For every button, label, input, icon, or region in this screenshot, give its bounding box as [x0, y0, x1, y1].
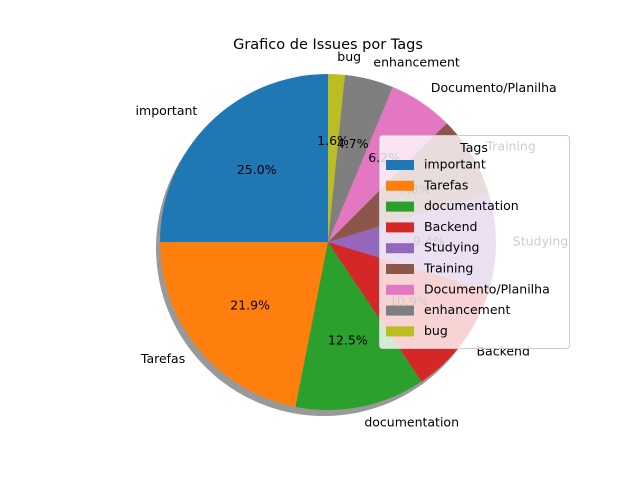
legend-label-bug: bug: [424, 323, 448, 338]
slice-percent-bug: 1.6%: [317, 133, 349, 148]
legend-label-backend: Backend: [424, 219, 477, 234]
slice-documentation: [295, 242, 422, 410]
legend-swatch-important: [386, 160, 414, 170]
slice-percent-tarefas: 21.9%: [230, 298, 270, 313]
legend-swatch-tarefas: [386, 180, 414, 191]
slice-percent-important: 25.0%: [237, 162, 277, 177]
slice-percent-documentation: 12.5%: [328, 332, 368, 347]
legend-swatch-studying: [386, 243, 414, 254]
slice-tarefas: [160, 242, 328, 407]
slice-label-important: important: [136, 103, 198, 118]
legend-label-training: Training: [423, 261, 473, 276]
legend-label-important: important: [424, 157, 486, 172]
legend-label-studying: Studying: [424, 240, 479, 255]
legend-frame: [379, 135, 570, 349]
legend-swatch-enhancement: [386, 305, 414, 316]
legend-items: important Tarefas documentation Backend Stud…: [386, 157, 550, 338]
legend-swatch-backend: [386, 222, 414, 233]
legend-label-enhancement: enhancement: [424, 302, 510, 317]
slice-label-documento-planilha: Documento/Planilha: [431, 80, 557, 95]
legend-swatch-documentation: [386, 201, 414, 212]
slice-label-tarefas: Tarefas: [140, 351, 185, 366]
legend-swatch-bug: [386, 326, 414, 337]
slice-important: [160, 74, 328, 242]
legend-label-tarefas: Tarefas: [423, 177, 468, 192]
legend-swatch-documento-planilha: [386, 284, 414, 295]
slice-percent-enhancement: 4.7%: [337, 136, 369, 151]
slice-label-bug: bug: [337, 49, 361, 64]
legend: Tags important Tarefas documentation Backen…: [379, 135, 570, 349]
slice-label-enhancement: enhancement: [373, 54, 459, 69]
legend-title: Tags: [459, 140, 488, 155]
legend-swatch-training: [386, 264, 414, 274]
slice-bug: [328, 74, 345, 242]
legend-label-documentation: documentation: [424, 198, 519, 213]
legend-label-documento-planilha: Documento/Planilha: [424, 281, 550, 296]
slice-label-documentation: documentation: [364, 415, 459, 430]
chart-title: Grafico de Issues por Tags: [233, 37, 423, 53]
slice-enhancement: [328, 74, 393, 242]
